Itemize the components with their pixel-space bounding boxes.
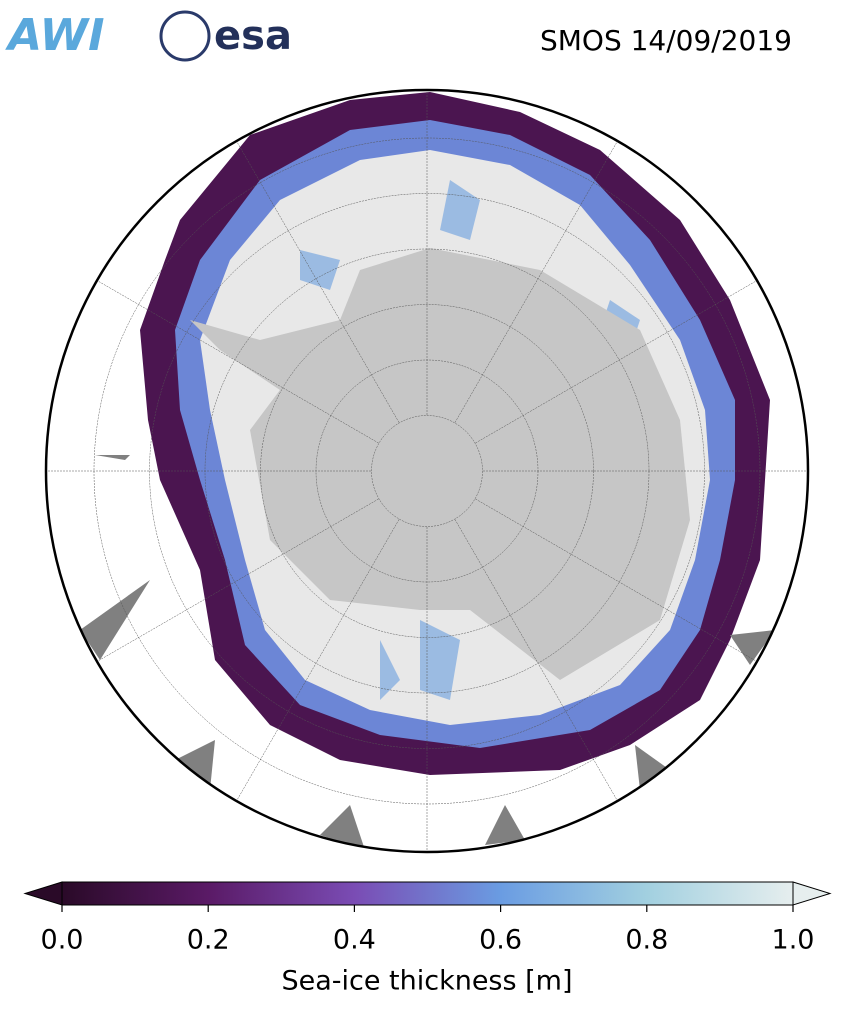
colorbar-tick-label: 1.0 [772, 925, 815, 956]
colorbar-tick-label: 0.8 [625, 925, 668, 956]
colorbar-extend-low [23, 881, 63, 906]
graticule [46, 90, 808, 852]
colorbar-body [61, 881, 794, 906]
colorbar: 0.0 0.2 0.4 0.6 0.8 1.0 [23, 881, 832, 956]
graticule-meridian [80, 270, 379, 444]
colorbar-tick-label: 0.4 [333, 925, 376, 956]
graticule-circle [371, 415, 483, 527]
graticule-meridian [454, 519, 628, 818]
esa-logo: esa [214, 13, 292, 59]
graticule-circle [260, 304, 594, 638]
graticule-meridian [475, 498, 774, 672]
colorbar-tick-label: 0.0 [41, 925, 84, 956]
graticule-meridian [454, 124, 628, 423]
antarctica [190, 248, 690, 680]
awi-logo: AWI [5, 10, 105, 61]
colorbar-label: Sea-ice thickness [m] [281, 966, 572, 997]
graticule-circle [149, 193, 705, 749]
map-frame [44, 88, 810, 854]
colorbar-tick-label: 0.6 [479, 925, 522, 956]
esa-emblem [159, 10, 211, 62]
colorbar-extend-high [792, 881, 832, 906]
graticule-meridian [475, 270, 774, 444]
graticule-meridian [226, 519, 400, 818]
graticule-meridian [226, 124, 400, 423]
map [46, 90, 808, 852]
graticule-meridian [80, 498, 379, 672]
colorbar-tick-label: 0.2 [187, 925, 230, 956]
title: SMOS 14/09/2019 [540, 24, 792, 57]
